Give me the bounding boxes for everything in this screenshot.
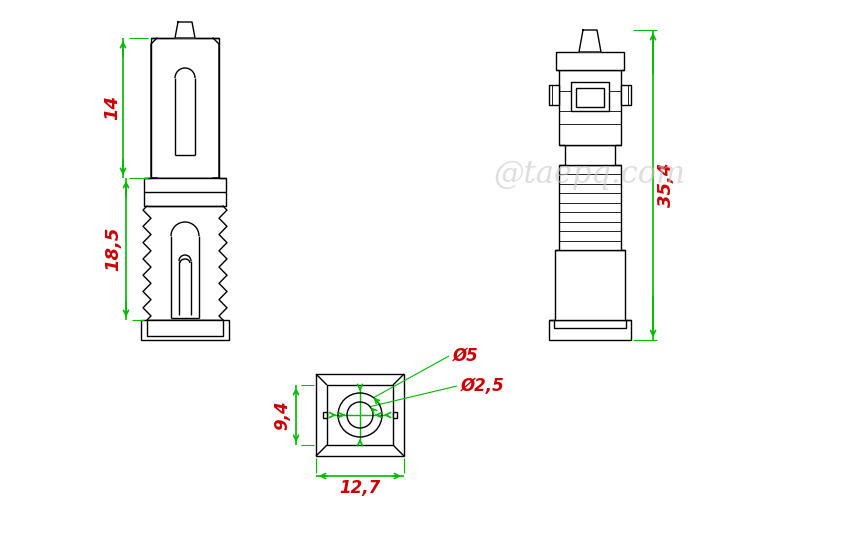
Text: Ø2,5: Ø2,5 xyxy=(461,377,505,395)
Polygon shape xyxy=(579,30,601,52)
Bar xyxy=(559,165,621,250)
Polygon shape xyxy=(175,22,195,38)
Bar xyxy=(549,320,631,340)
Text: Ø5: Ø5 xyxy=(453,347,479,365)
Text: 12,7: 12,7 xyxy=(340,479,380,497)
Bar xyxy=(556,52,624,70)
Text: 18,5: 18,5 xyxy=(104,227,122,271)
Bar xyxy=(316,374,404,456)
Bar xyxy=(323,412,327,418)
Bar xyxy=(147,320,223,336)
Bar xyxy=(571,82,609,111)
Text: 9,4: 9,4 xyxy=(273,400,291,430)
Bar xyxy=(559,70,621,145)
Text: @taepq.com: @taepq.com xyxy=(494,159,686,190)
Text: 35,4: 35,4 xyxy=(657,163,675,207)
Bar xyxy=(554,320,626,328)
Bar xyxy=(151,38,219,178)
Bar xyxy=(141,320,229,340)
Bar xyxy=(549,85,559,105)
Bar xyxy=(393,412,397,418)
Bar xyxy=(565,145,615,165)
Bar xyxy=(327,385,393,445)
Bar xyxy=(144,178,226,206)
Bar xyxy=(576,88,604,107)
Bar xyxy=(621,85,631,105)
Bar xyxy=(555,250,625,320)
Text: 14: 14 xyxy=(103,95,121,120)
